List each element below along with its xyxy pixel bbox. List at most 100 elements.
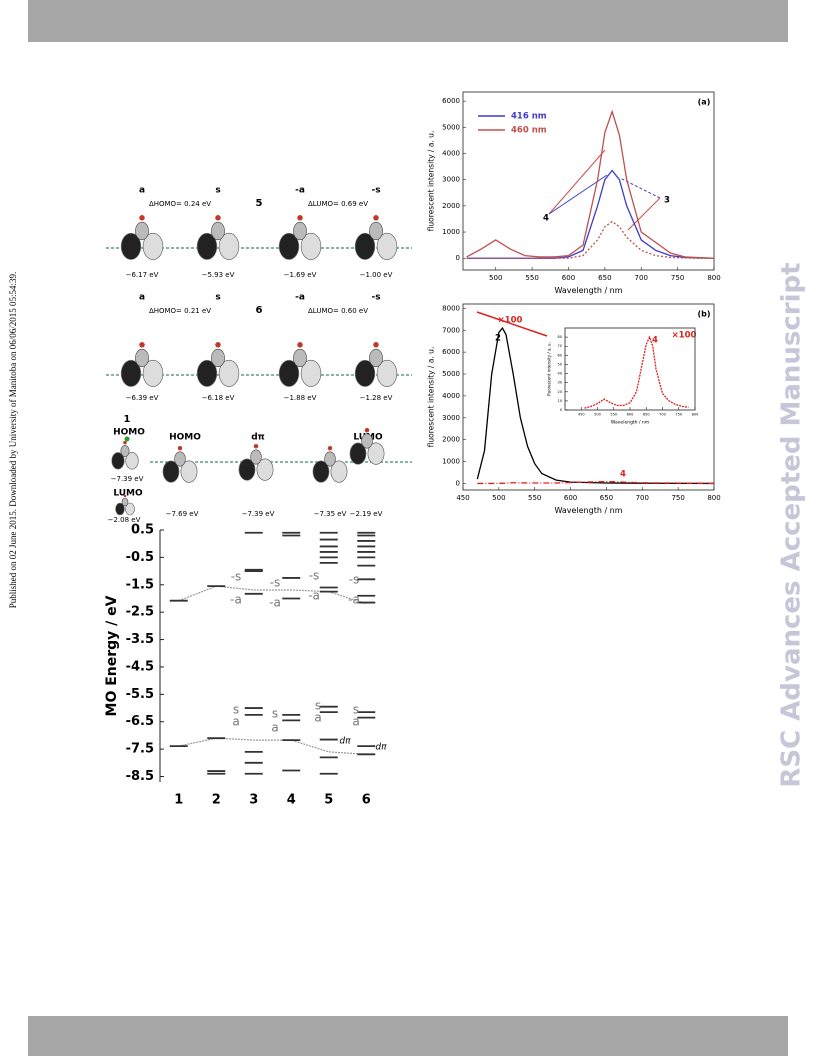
orbital-header: -s <box>371 293 380 303</box>
orbital-header: -a <box>295 186 305 196</box>
x-tick-label: 1 <box>174 793 183 808</box>
compound-label: 5 <box>256 198 263 209</box>
level-label: -a <box>308 589 320 603</box>
x-tick-label: 2 <box>212 793 221 808</box>
orbital-lobe <box>324 451 336 467</box>
y-tick-label: 6000 <box>442 348 460 356</box>
atom <box>373 215 379 221</box>
y-tick-label: 70 <box>558 344 562 348</box>
y-tick-label: 20 <box>558 390 562 394</box>
orbital-lobe <box>354 232 376 260</box>
legend-label: 460 nm <box>511 126 547 136</box>
y-tick-label: 4000 <box>442 150 460 158</box>
atom <box>215 342 221 348</box>
atom <box>297 215 303 221</box>
y-tick-label: -8.5 <box>126 769 154 784</box>
y-tick-label: 3000 <box>442 176 460 184</box>
level-label: -s <box>270 576 281 590</box>
orbital-energy: −1.69 eV <box>284 271 317 279</box>
x-tick-label: 600 <box>564 494 577 502</box>
level-label: -a <box>348 593 360 607</box>
level-label: s <box>233 703 239 717</box>
orbital-header: a <box>139 293 145 303</box>
homo-label: HOMO <box>113 428 145 438</box>
orbital-lobe <box>162 460 180 483</box>
orbital-energy: −7.69 eV <box>166 510 199 518</box>
orbital-lobe <box>278 232 300 260</box>
x-axis-label: Wavelength / nm <box>554 506 622 515</box>
y-tick-label: 4000 <box>442 392 460 400</box>
x-tick-label: 600 <box>562 274 575 282</box>
plot-frame <box>462 303 715 491</box>
lumo-label: LUMO <box>113 489 143 499</box>
orbital-lobe <box>369 221 383 241</box>
level-label: a <box>314 711 321 725</box>
header-bar <box>28 0 788 42</box>
y-axis-label: fluorescent intensity / a. u. <box>427 347 436 448</box>
y-tick-label: 0 <box>560 408 562 412</box>
orbital-lobe <box>293 348 307 368</box>
y-tick-label: 1000 <box>442 228 460 236</box>
orbital-lobe <box>250 449 262 465</box>
orbital-lobe <box>115 502 125 516</box>
orbital-lobe <box>293 221 307 241</box>
orbital-lobe <box>121 497 129 507</box>
y-tick-label: 5000 <box>442 370 460 378</box>
atom <box>327 445 333 451</box>
x-tick-label: 450 <box>456 494 469 502</box>
orbital-energy: −1.28 eV <box>360 394 393 402</box>
orbital-lobe <box>300 359 322 387</box>
x-tick-label: 650 <box>643 413 650 417</box>
x-axis-label: Wavelength / nm <box>554 286 622 295</box>
x-tick-label: 750 <box>671 494 684 502</box>
orbital-lobe <box>142 359 164 387</box>
orbital-lobe <box>369 348 383 368</box>
series-line <box>466 109 715 259</box>
orbital-lobe <box>256 458 274 481</box>
x-tick-label: 550 <box>610 413 617 417</box>
y-tick-label: 1000 <box>442 458 460 466</box>
side-note: Published on 02 June 2015. Downloaded by… <box>8 272 18 608</box>
x-tick-label: 700 <box>659 413 666 417</box>
y-tick-label: 10 <box>558 399 562 403</box>
arrow <box>619 177 661 199</box>
atom <box>123 440 127 445</box>
orbital-lobe <box>218 359 240 387</box>
level-label: -s <box>309 569 320 583</box>
orbital-header: -s <box>371 186 380 196</box>
orbital-lobe <box>125 502 135 516</box>
y-tick-label: 8000 <box>442 304 460 312</box>
x-tick-label: 450 <box>578 413 585 417</box>
level-label: a <box>232 715 239 729</box>
orbital-energy: −7.39 eV <box>242 510 275 518</box>
annotation: 2 <box>495 334 501 344</box>
orbital-header: s <box>215 293 220 303</box>
series-line <box>466 169 715 259</box>
y-tick-label: -1.5 <box>126 577 154 592</box>
x-tick-label: 800 <box>707 274 720 282</box>
orbital-lobe <box>376 232 398 260</box>
arrow <box>627 197 661 231</box>
arrow <box>548 149 606 215</box>
annotation: 3 <box>664 196 670 206</box>
orbital-lobe <box>135 348 149 368</box>
arrow <box>476 311 548 337</box>
orbital-energy: −7.35 eV <box>314 510 347 518</box>
y-tick-label: -3.5 <box>126 632 154 647</box>
orbital-lobe <box>218 232 240 260</box>
orbital-lobe <box>361 433 373 449</box>
atom <box>177 445 183 451</box>
orbital-lobe <box>312 460 330 483</box>
x-tick-label: 700 <box>635 274 648 282</box>
lumo-energy: −2.08 eV <box>108 516 141 524</box>
y-axis-label: MO Energy / eV <box>104 595 120 716</box>
x-tick-label: 3 <box>249 793 258 808</box>
annotation: 4 <box>620 470 626 480</box>
orbital-lobe <box>330 460 348 483</box>
y-tick-label: -5.5 <box>126 687 154 702</box>
orbital-energy: −2.19 eV <box>350 510 383 518</box>
homo-energy: −7.39 eV <box>111 475 144 483</box>
x-tick-label: 4 <box>287 793 296 808</box>
x-tick-label: 750 <box>675 413 682 417</box>
